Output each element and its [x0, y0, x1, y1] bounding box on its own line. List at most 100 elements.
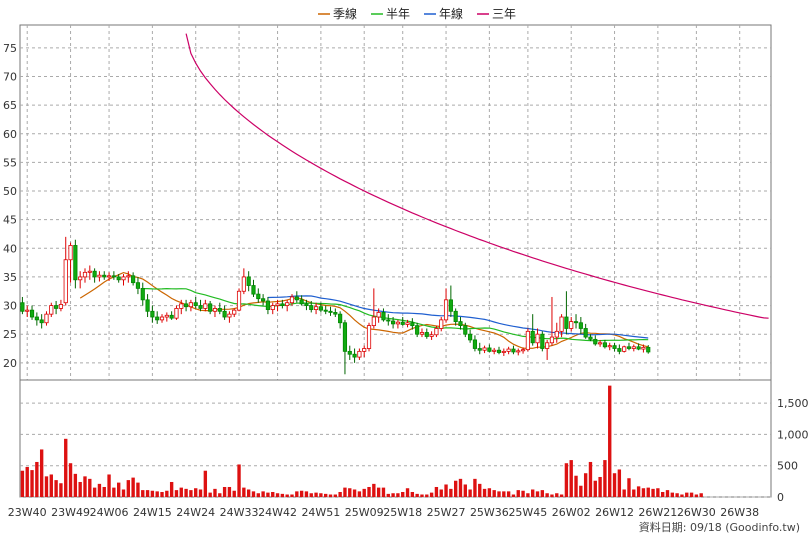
candle-body: [583, 328, 588, 338]
volume-bar: [251, 491, 256, 497]
candle-body: [564, 316, 569, 329]
volume-bar: [651, 488, 655, 497]
volume-bar: [617, 469, 622, 497]
candle-body: [44, 313, 49, 324]
candle-body: [256, 293, 261, 300]
volume-bar: [405, 488, 410, 497]
volume-bar: [410, 491, 415, 497]
volume-plot-area: [19, 379, 772, 498]
x-tick-label: 26W12: [595, 506, 634, 519]
volume-bar: [622, 489, 626, 497]
candle-body: [313, 306, 319, 310]
candle-body: [126, 275, 131, 278]
volume-bar: [449, 488, 453, 497]
candle-body: [376, 312, 381, 318]
candle-body: [131, 275, 136, 284]
candle-body: [453, 310, 458, 322]
candle-body: [145, 299, 150, 312]
candle-body: [68, 245, 73, 261]
volume-bar: [189, 490, 193, 497]
candle-body: [520, 349, 526, 352]
volume-bar: [136, 482, 140, 497]
candle-body: [184, 303, 189, 308]
x-tick-label: 25W36: [470, 506, 509, 519]
candle-body: [352, 353, 357, 358]
volume-bar: [280, 493, 285, 497]
volume-bar: [550, 494, 554, 497]
volume-bar: [362, 488, 366, 497]
candle-body: [179, 303, 184, 309]
candle-body: [386, 319, 391, 322]
volume-bar: [78, 481, 82, 497]
candle-body: [593, 338, 598, 345]
volume-bar: [612, 473, 617, 497]
volume-bar: [266, 492, 270, 497]
volume-bar: [502, 491, 506, 497]
volume-bar: [290, 494, 294, 497]
volume-bar: [535, 491, 540, 497]
volume-bar: [545, 493, 549, 497]
volume-bar: [415, 493, 419, 497]
candle-body: [429, 334, 434, 337]
volume-bar: [88, 478, 92, 497]
volume-bar: [59, 483, 63, 497]
volume-tick-label: 500: [777, 460, 798, 473]
volume-panel: 0 500 1,000 1,500: [19, 379, 808, 504]
volume-bar: [309, 493, 313, 497]
volume-bar: [531, 489, 535, 497]
x-axis: 23W40 23W49 24W06 24W15 24W24 24W33 24W42 24W51…: [8, 506, 759, 519]
volume-bar: [521, 490, 525, 497]
candle-body: [477, 348, 482, 351]
volume-bar: [627, 478, 631, 497]
candle-body: [443, 299, 449, 321]
candle-body: [63, 259, 68, 304]
candle-body: [58, 304, 64, 309]
candle-body: [631, 346, 636, 349]
volume-bar: [319, 493, 323, 497]
candle-body: [501, 350, 506, 353]
volume-bar: [92, 487, 97, 497]
volume-bar: [208, 492, 212, 497]
volume-bar: [468, 489, 472, 497]
candle-body: [535, 333, 540, 344]
volume-bar: [699, 493, 703, 497]
volume-bar: [179, 487, 183, 497]
candle-body: [434, 328, 439, 336]
volume-bar: [54, 480, 58, 497]
x-tick-label: 25W09: [345, 506, 384, 519]
candle-body: [439, 319, 444, 329]
price-tick-label: 60: [3, 128, 17, 141]
price-tick-label: 65: [3, 99, 17, 112]
candle-body: [338, 313, 343, 324]
candle-body: [540, 333, 545, 349]
candle-body: [304, 303, 309, 306]
volume-bar: [222, 486, 227, 497]
volume-bar: [583, 473, 588, 497]
volume-bar: [555, 493, 559, 497]
candle-body: [415, 325, 420, 335]
candle-body: [516, 350, 521, 353]
volume-bar: [401, 491, 405, 497]
volume-bar: [680, 494, 684, 497]
volume-bar: [25, 466, 29, 497]
volume-bar: [376, 487, 381, 497]
candle-body: [198, 305, 203, 309]
volume-bar: [141, 490, 145, 497]
x-tick-label: 25W27: [427, 506, 466, 519]
candle-body: [472, 339, 478, 349]
volume-bar: [20, 470, 25, 497]
volume-bar: [35, 461, 39, 497]
x-tick-label: 23W40: [8, 506, 47, 519]
volume-bar: [588, 461, 593, 497]
candle-body: [164, 314, 169, 318]
volume-bar: [694, 494, 699, 497]
volume-bar: [39, 449, 44, 497]
candle-body: [236, 290, 242, 311]
candle-body: [419, 332, 425, 335]
volume-bar: [487, 488, 492, 497]
x-tick-label: 24W06: [90, 506, 129, 519]
volume-bar: [463, 484, 467, 497]
volume-bar: [165, 490, 169, 497]
volume-bar: [246, 489, 251, 497]
